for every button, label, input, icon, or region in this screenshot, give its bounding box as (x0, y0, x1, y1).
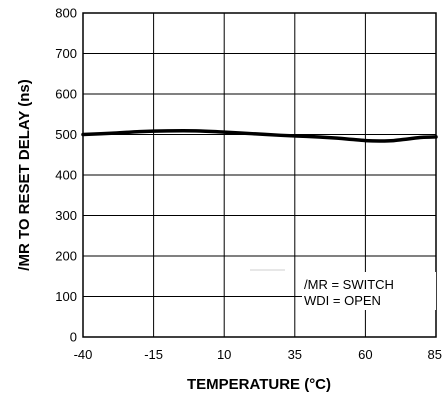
y-tick-label: 700 (55, 46, 77, 61)
x-axis-ticks: -40 -15 10 35 60 85 (74, 347, 442, 362)
legend-line-2: WDI = OPEN (304, 293, 381, 308)
x-tick-label: -40 (74, 347, 93, 362)
legend-line-1: /MR = SWITCH (304, 277, 394, 292)
x-tick-label: 10 (217, 347, 231, 362)
y-tick-label: 300 (55, 208, 77, 223)
y-axis-title: /MR TO RESET DELAY (ns) (16, 79, 33, 270)
chart-series (81, 128, 438, 143)
y-axis-ticks: 0 100 200 300 400 500 600 700 800 (55, 6, 77, 345)
y-tick-label: 600 (55, 87, 77, 102)
y-tick-label: 100 (55, 289, 77, 304)
y-tick-label: 0 (70, 330, 77, 345)
x-tick-label: 60 (358, 347, 372, 362)
plot-frame (82, 12, 437, 338)
x-tick-label: -15 (144, 347, 163, 362)
y-tick-label: 200 (55, 249, 77, 264)
y-tick-label: 400 (55, 168, 77, 183)
y-tick-label: 800 (55, 6, 77, 21)
legend-background (302, 272, 436, 310)
y-tick-label: 500 (55, 127, 77, 142)
x-axis-title: TEMPERATURE (°C) (187, 376, 331, 393)
x-tick-label: 35 (288, 347, 302, 362)
series-line (81, 128, 438, 143)
x-tick-label: 85 (428, 347, 442, 362)
